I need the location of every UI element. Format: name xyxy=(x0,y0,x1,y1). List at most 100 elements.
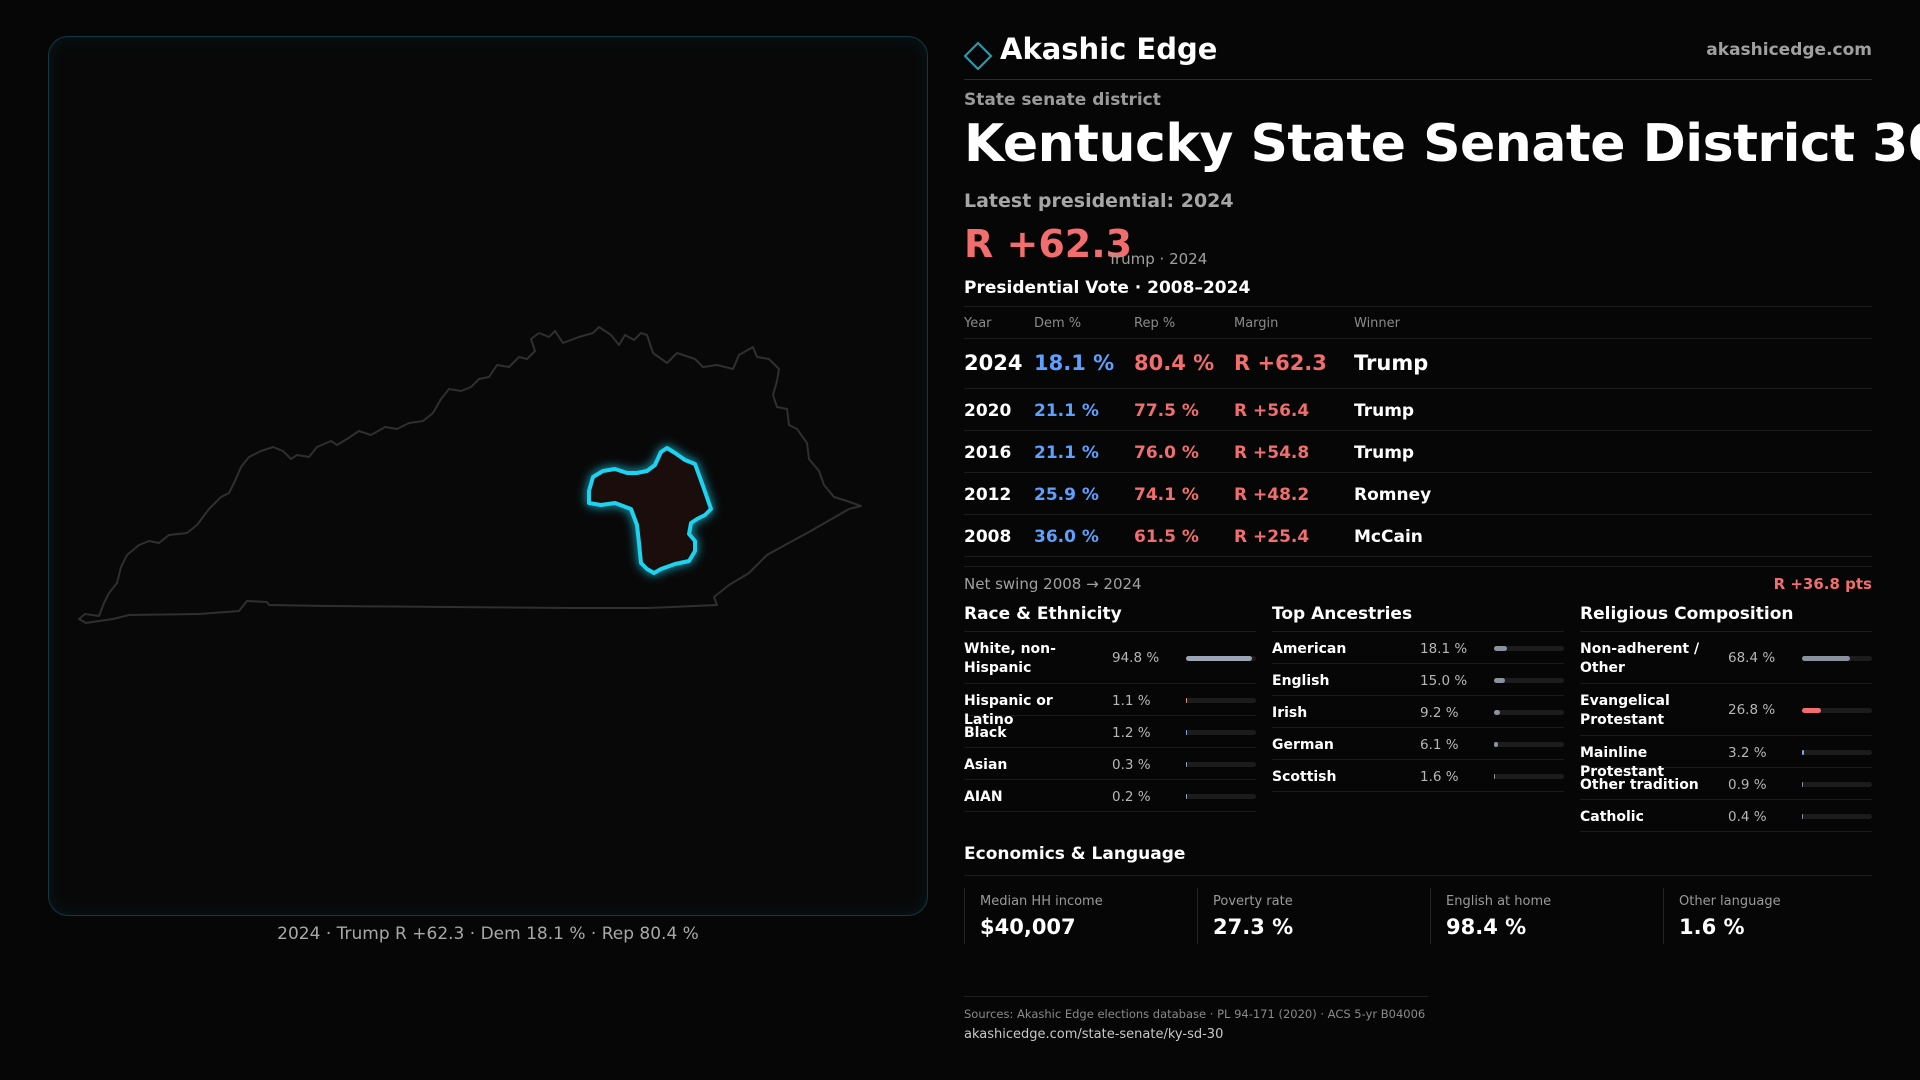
row-winner: Trump xyxy=(1354,401,1415,421)
race-section: Race & Ethnicity White, non-Hispanic 94.8… xyxy=(964,602,1256,812)
ancestry-bar-fill xyxy=(1494,646,1507,651)
economics-heading-text: Economics & Language xyxy=(964,844,1186,864)
row-year: 2012 xyxy=(964,485,1012,505)
econ-label: Median HH income xyxy=(980,894,1103,909)
row-year: 2024 xyxy=(964,351,1023,375)
religion-bar xyxy=(1802,814,1872,819)
religion-label: Non-adherent / Other xyxy=(1580,641,1700,676)
race-row: AIAN 0.2 % xyxy=(964,780,1256,812)
row-margin: R +54.8 xyxy=(1234,443,1310,463)
econ-value: 1.6 % xyxy=(1679,915,1745,939)
diamond-logo-icon xyxy=(964,41,993,70)
ancestry-bar xyxy=(1494,678,1564,683)
sources-line: Sources: Akashic Edge elections database… xyxy=(964,1007,1426,1021)
race-value: 0.2 % xyxy=(1112,789,1151,805)
religion-label: Other tradition xyxy=(1580,777,1699,793)
religion-label: Mainline Protestant xyxy=(1580,745,1665,780)
econ-card-other-language: Other language 1.6 % xyxy=(1663,888,1883,944)
ancestry-bar xyxy=(1494,742,1564,747)
religion-value: 0.4 % xyxy=(1728,809,1767,825)
religion-bar-fill xyxy=(1802,708,1821,713)
race-bar xyxy=(1186,656,1256,661)
map-panel[interactable] xyxy=(48,36,928,916)
race-row: Black 1.2 % xyxy=(964,716,1256,748)
latest-presidential-label: Latest presidential: 2024 xyxy=(964,190,1234,212)
race-label: Hispanic or Latino xyxy=(964,693,1053,728)
religion-row: Mainline Protestant 3.2 % xyxy=(1580,736,1872,780)
row-dem: 36.0 % xyxy=(1034,527,1099,547)
sources: Sources: Akashic Edge elections database… xyxy=(964,996,1428,1042)
race-value: 1.1 % xyxy=(1112,693,1151,709)
row-winner: Trump xyxy=(1354,351,1429,375)
ancestry-heading: Top Ancestries xyxy=(1272,602,1564,632)
race-value: 94.8 % xyxy=(1112,650,1160,666)
race-bar xyxy=(1186,698,1256,703)
religion-row: Catholic 0.4 % xyxy=(1580,800,1872,832)
ancestry-label: Scottish xyxy=(1272,769,1337,785)
table-row: 2024 18.1 % 80.4 % R +62.3 Trump xyxy=(964,339,1872,389)
row-year: 2008 xyxy=(964,527,1012,547)
race-heading: Race & Ethnicity xyxy=(964,602,1256,632)
row-year: 2020 xyxy=(964,401,1012,421)
ancestry-row: Irish 9.2 % xyxy=(1272,696,1564,728)
race-value: 0.3 % xyxy=(1112,757,1151,773)
religion-bar-fill xyxy=(1802,656,1850,661)
religion-value: 26.8 % xyxy=(1728,702,1776,718)
religion-section: Religious Composition Non-adherent / Oth… xyxy=(1580,602,1872,832)
ancestry-row: English 15.0 % xyxy=(1272,664,1564,696)
source-link[interactable]: akashicedge.com/state-senate/ky-sd-30 xyxy=(964,1027,1224,1042)
ancestry-bar-fill xyxy=(1494,678,1505,683)
economics-cards: Median HH income $40,007 Poverty rate 27… xyxy=(964,888,1872,950)
race-label: White, non-Hispanic xyxy=(964,641,1056,676)
ancestry-label: American xyxy=(1272,641,1347,657)
col-rep: Rep % xyxy=(1134,316,1176,331)
table-row: 2020 21.1 % 77.5 % R +56.4 Trump xyxy=(964,389,1872,431)
race-bar xyxy=(1186,762,1256,767)
econ-value: 27.3 % xyxy=(1213,915,1294,939)
presidential-heading: Presidential Vote · 2008–2024 xyxy=(964,278,1251,298)
district-map[interactable] xyxy=(49,37,929,917)
religion-value: 0.9 % xyxy=(1728,777,1767,793)
row-margin: R +62.3 xyxy=(1234,351,1327,375)
net-swing-label: Net swing 2008 → 2024 xyxy=(964,575,1142,593)
religion-label: Catholic xyxy=(1580,809,1644,825)
religion-row: Other tradition 0.9 % xyxy=(1580,768,1872,800)
row-dem: 25.9 % xyxy=(1034,485,1099,505)
row-year: 2016 xyxy=(964,443,1012,463)
religion-bar-fill xyxy=(1802,782,1803,787)
row-dem: 18.1 % xyxy=(1034,351,1115,375)
net-swing: Net swing 2008 → 2024 R +36.8 pts xyxy=(964,566,1872,593)
religion-bar xyxy=(1802,782,1872,787)
col-dem: Dem % xyxy=(1034,316,1082,331)
row-dem: 21.1 % xyxy=(1034,443,1099,463)
ancestry-value: 9.2 % xyxy=(1420,705,1459,721)
race-row: Hispanic or Latino 1.1 % xyxy=(964,684,1256,728)
row-rep: 80.4 % xyxy=(1134,351,1215,375)
headline-margin-note: Trump · 2024 xyxy=(1108,250,1208,268)
district-highlight[interactable] xyxy=(587,446,713,575)
col-year: Year xyxy=(964,316,992,331)
race-bar xyxy=(1186,730,1256,735)
brand-url[interactable]: akashicedge.com xyxy=(1706,40,1872,60)
row-rep: 61.5 % xyxy=(1134,527,1199,547)
ancestry-row: German 6.1 % xyxy=(1272,728,1564,760)
ancestry-list: American 18.1 % English 15.0 % Irish 9.2 % Ger… xyxy=(1272,632,1564,792)
row-margin: R +56.4 xyxy=(1234,401,1310,421)
ancestry-bar-fill xyxy=(1494,710,1501,715)
row-rep: 74.1 % xyxy=(1134,485,1199,505)
race-bar-fill xyxy=(1186,656,1253,661)
religion-value: 3.2 % xyxy=(1728,745,1767,761)
row-rep: 76.0 % xyxy=(1134,443,1199,463)
ancestry-value: 18.1 % xyxy=(1420,641,1468,657)
ancestry-value: 1.6 % xyxy=(1420,769,1459,785)
race-bar-fill xyxy=(1186,762,1187,767)
page-title: Kentucky State Senate District 30 xyxy=(964,114,1920,174)
econ-label: Other language xyxy=(1679,894,1781,909)
econ-label: Poverty rate xyxy=(1213,894,1293,909)
state-outline xyxy=(78,326,862,624)
ancestry-value: 6.1 % xyxy=(1420,737,1459,753)
religion-bar-fill xyxy=(1802,750,1805,755)
row-rep: 77.5 % xyxy=(1134,401,1199,421)
presidential-table: Year Dem % Rep % Margin Winner 2024 18.1… xyxy=(964,306,1872,557)
race-label: Asian xyxy=(964,757,1008,773)
